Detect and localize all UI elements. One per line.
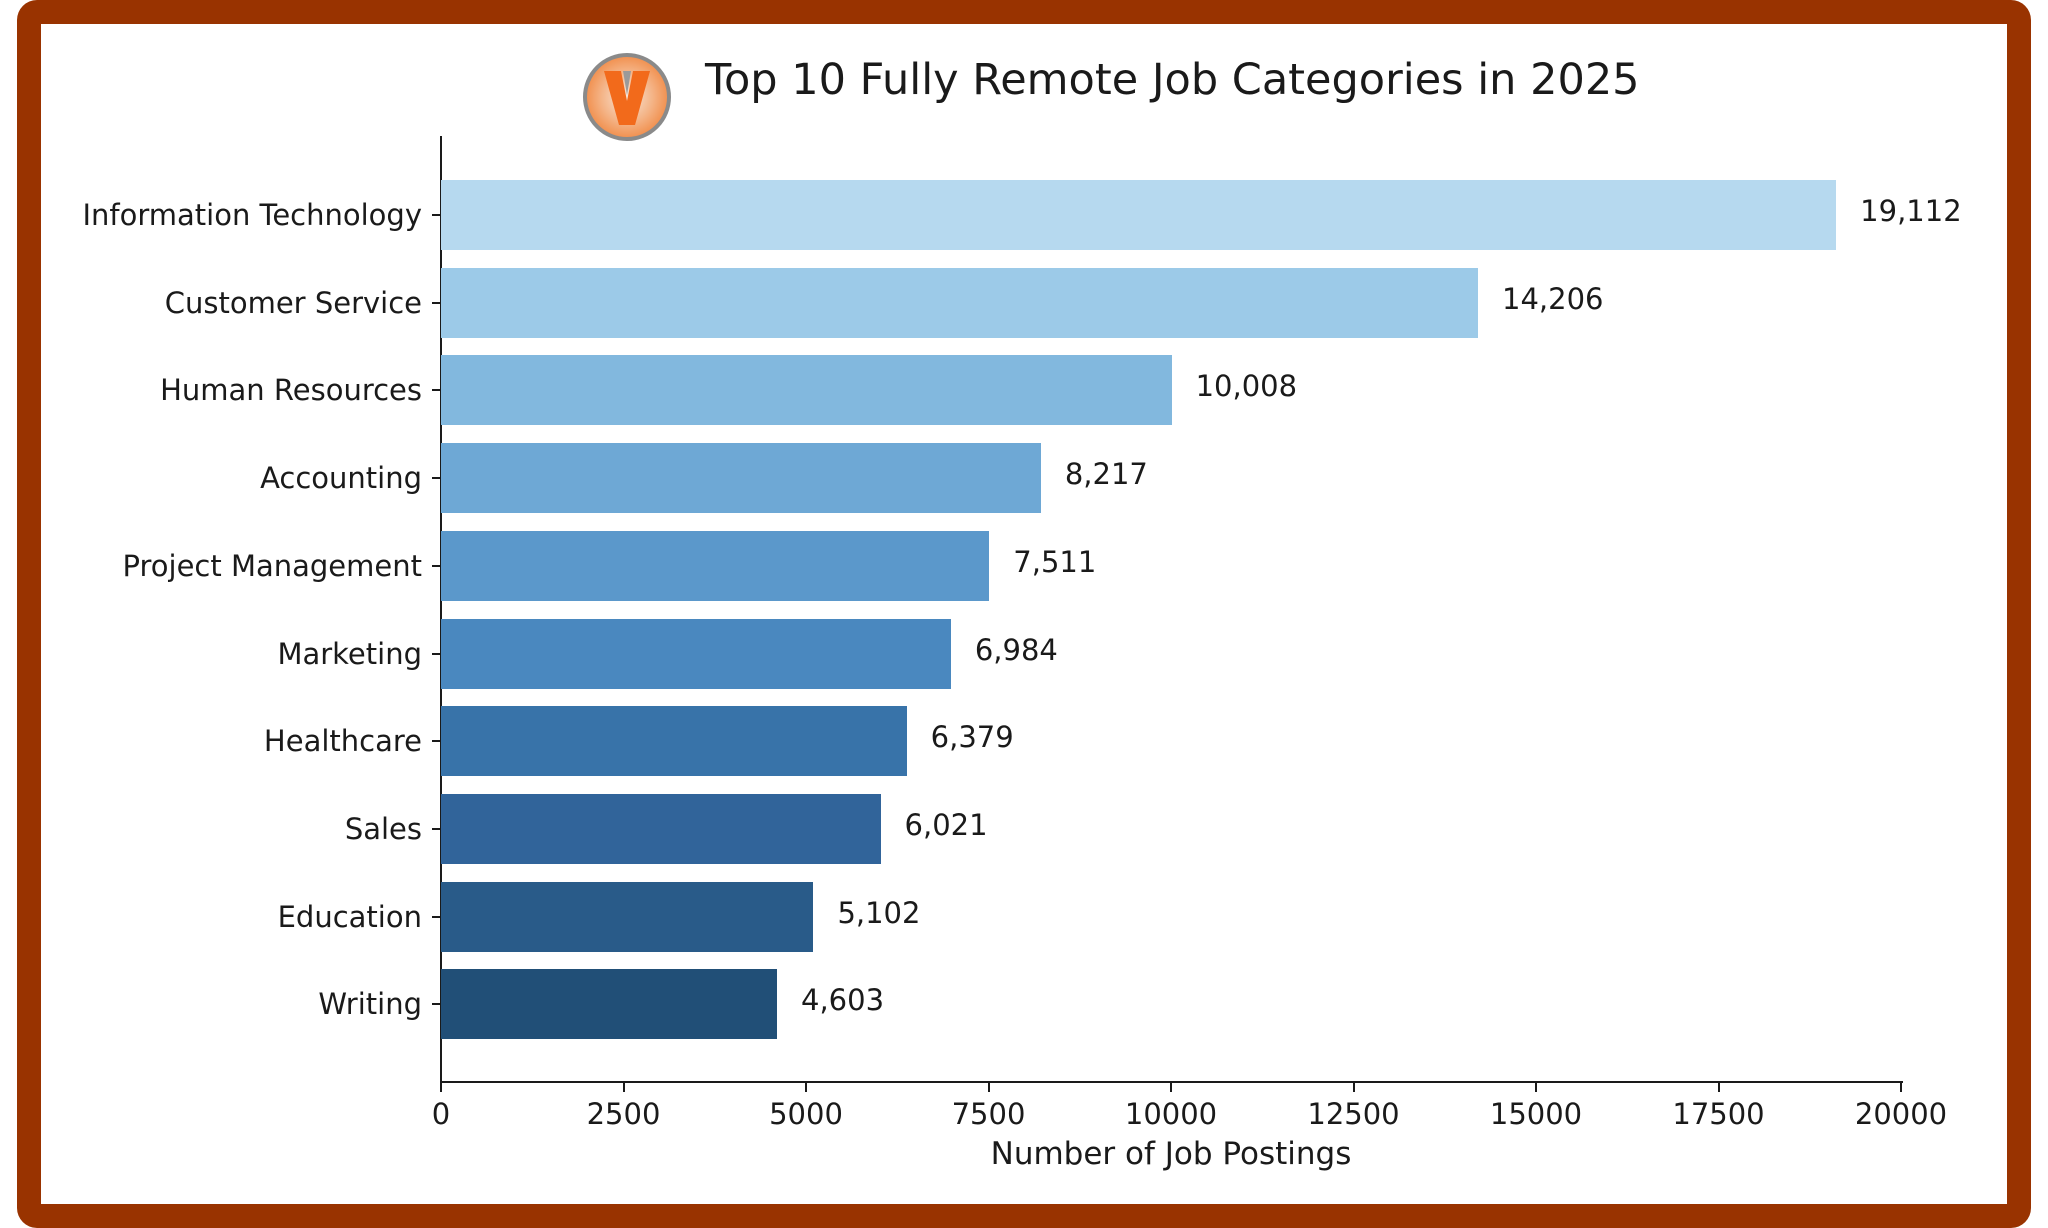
y-tick bbox=[432, 389, 441, 392]
x-tick-label: 15000 bbox=[1489, 1097, 1583, 1131]
value-label: 19,112 bbox=[1860, 194, 1962, 228]
category-label: Project Management bbox=[122, 548, 422, 583]
x-tick bbox=[1900, 1083, 1902, 1092]
value-label: 7,511 bbox=[1013, 544, 1097, 579]
value-label: 8,217 bbox=[1064, 457, 1148, 492]
x-axis-label: Number of Job Postings bbox=[990, 1136, 1352, 1172]
y-tick bbox=[432, 564, 441, 567]
bar-writing bbox=[441, 969, 778, 1040]
value-label: 6,379 bbox=[930, 720, 1014, 755]
category-label: Marketing bbox=[277, 636, 422, 671]
x-tick-label: 10000 bbox=[1124, 1097, 1218, 1131]
category-label: Education bbox=[277, 899, 422, 934]
bar-sales bbox=[441, 793, 881, 864]
bar-healthcare bbox=[441, 706, 907, 777]
value-label: 6,984 bbox=[974, 632, 1058, 667]
x-tick bbox=[1352, 1083, 1355, 1092]
value-label: 10,008 bbox=[1195, 369, 1298, 404]
x-tick-label: 20000 bbox=[1854, 1097, 1948, 1131]
bar-information-technology bbox=[441, 180, 1837, 250]
bar-education bbox=[441, 881, 814, 952]
y-tick bbox=[432, 827, 441, 830]
v-logo-glyph bbox=[604, 71, 650, 125]
y-tick bbox=[432, 915, 441, 918]
chart-title: Top 10 Fully Remote Job Categories in 20… bbox=[705, 55, 1640, 105]
chart-header: Top 10 Fully Remote Job Categories in 20… bbox=[0, 0, 2048, 150]
x-tick bbox=[987, 1083, 990, 1092]
x-axis-line bbox=[440, 1081, 1903, 1083]
category-label: Human Resources bbox=[160, 373, 422, 408]
value-label: 5,102 bbox=[837, 895, 921, 930]
x-tick-label: 5000 bbox=[769, 1097, 843, 1131]
bar-human-resources bbox=[441, 355, 1172, 426]
value-label: 4,603 bbox=[801, 983, 885, 1018]
bar-project-management bbox=[441, 530, 990, 601]
y-tick bbox=[432, 214, 441, 216]
x-tick-label: 17500 bbox=[1672, 1097, 1765, 1131]
x-tick bbox=[1717, 1083, 1720, 1092]
category-label: Sales bbox=[344, 811, 422, 846]
x-tick-label: 2500 bbox=[586, 1097, 661, 1131]
y-tick bbox=[432, 652, 441, 655]
y-tick bbox=[432, 740, 441, 743]
bar-accounting bbox=[441, 443, 1041, 514]
y-tick bbox=[432, 477, 441, 480]
x-tick-label: 12500 bbox=[1307, 1097, 1400, 1131]
category-label: Writing bbox=[318, 987, 422, 1022]
category-label: Healthcare bbox=[263, 724, 422, 759]
x-tick bbox=[622, 1083, 625, 1092]
x-tick bbox=[1535, 1083, 1537, 1092]
value-label: 14,206 bbox=[1502, 281, 1604, 316]
bar-customer-service bbox=[441, 267, 1479, 338]
bar-marketing bbox=[441, 618, 951, 689]
x-tick bbox=[1170, 1083, 1172, 1092]
x-tick bbox=[440, 1083, 442, 1092]
y-tick bbox=[432, 301, 441, 304]
x-tick bbox=[805, 1083, 807, 1092]
x-tick-label: 0 bbox=[431, 1097, 451, 1131]
category-label: Accounting bbox=[260, 461, 422, 496]
category-label: Customer Service bbox=[164, 285, 422, 320]
y-axis-line bbox=[440, 136, 442, 1083]
v-logo-icon bbox=[583, 53, 671, 141]
category-label: Information Technology bbox=[82, 198, 422, 232]
value-label: 6,021 bbox=[904, 807, 988, 842]
y-tick bbox=[432, 1003, 441, 1006]
x-tick-label: 7500 bbox=[951, 1097, 1026, 1131]
